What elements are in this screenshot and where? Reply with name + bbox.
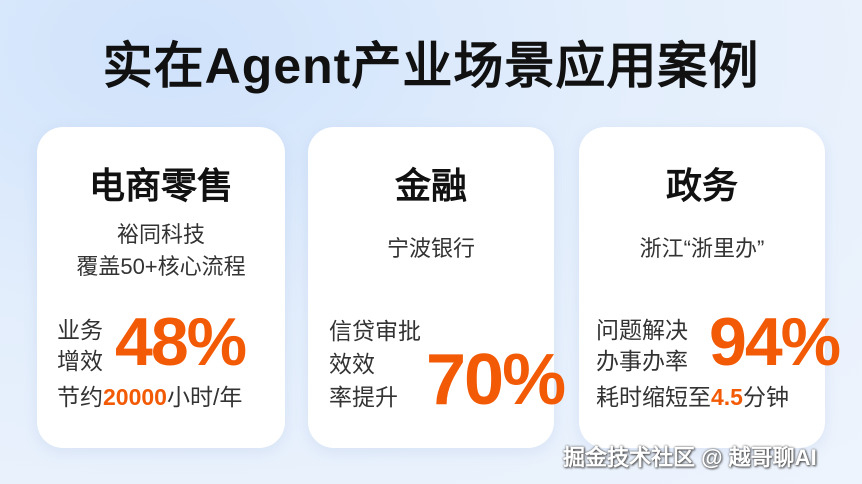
project-name: 浙江“浙里办” (639, 236, 765, 261)
watermark: 掘金技术社区 @ 越哥聊AI (563, 445, 817, 470)
card-subtitle: 裕同科技覆盖50+核心流程 (37, 219, 285, 283)
card-ecommerce: 电商零售 裕同科技覆盖50+核心流程 业务增效 48% 节约20000小时/年 (37, 127, 285, 448)
page-title: 实在Agent产业场景应用案例 (102, 38, 760, 94)
note-text: 耗时缩短至 (596, 384, 711, 410)
stat-label: 信贷审批 效效 率提升 (329, 315, 421, 414)
company-name: 宁波银行 (386, 236, 475, 261)
note-number: 20000 (103, 384, 167, 410)
label-line: 率提升 (329, 384, 398, 410)
stat-value: 48% (115, 304, 247, 380)
label-line: 信贷审批 (329, 318, 421, 344)
card-heading: 金融 (394, 165, 467, 206)
stat-note: 耗时缩短至4.5分钟 (596, 382, 789, 413)
stat-note: 节约20000小时/年 (57, 382, 242, 413)
stat-value: 70% (426, 340, 566, 420)
note-text: 节约 (57, 384, 103, 410)
label-line: 业务 (57, 317, 103, 343)
coverage-text: 覆盖50+核心流程 (76, 254, 246, 279)
label-line: 增效 (57, 348, 103, 374)
note-text: 分钟 (742, 384, 789, 410)
note-text: 小时/年 (166, 384, 243, 410)
label-line: 办事办率 (596, 348, 688, 374)
card-heading: 政务 (665, 165, 738, 206)
label-line: 效效 (329, 351, 375, 377)
stat-label: 业务 增效 (57, 315, 103, 377)
card-finance: 金融 宁波银行 信贷审批效效率提升 70% (308, 127, 566, 448)
card-heading: 电商零售 (88, 165, 233, 206)
label-line: 问题解决 (596, 317, 688, 343)
company-name: 裕同科技 (116, 222, 205, 247)
card-government: 政务 浙江“浙里办” 问题解决办事办率 94% 耗时缩短至4.5分钟 (579, 127, 841, 448)
stat-label: 问题解决 办事办率 (596, 315, 688, 377)
note-number: 4.5 (711, 384, 743, 410)
stat-value: 94% (709, 304, 841, 380)
